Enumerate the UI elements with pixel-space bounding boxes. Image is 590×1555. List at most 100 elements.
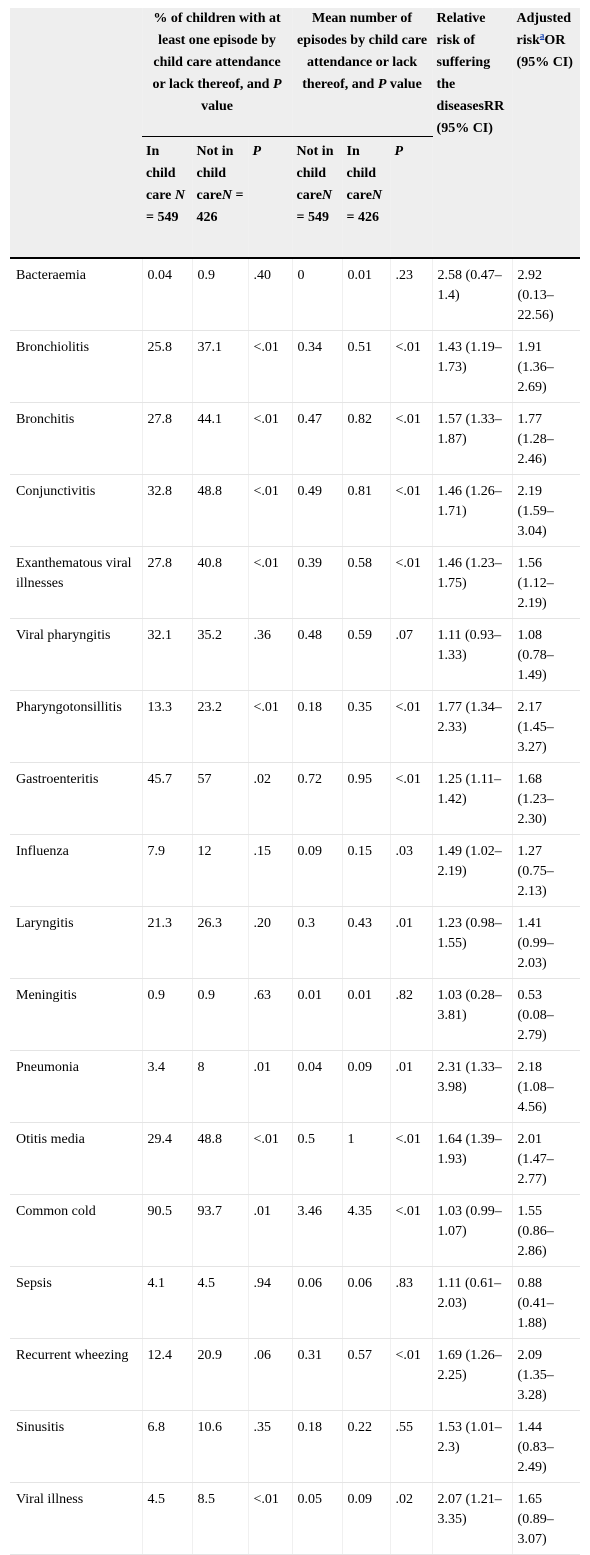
pct-not-cell: 35.2 [191,618,248,691]
subheader-pct-not-value: = 426 [196,188,244,225]
mean-not-cell: 0.3 [291,906,343,979]
mean-in-cell: 0.81 [341,474,391,547]
table-row: Pharyngotonsillitis 13.3 23.2 <.01 0.18 0.35 <… [10,690,581,763]
rr-cell: 1.53 (1.01–2.3) [431,1410,513,1483]
mean-in-cell: 0.58 [341,546,391,619]
header-group-mean: Mean number of episodes by child care at… [291,8,433,137]
mean-p-cell: .83 [389,1266,433,1339]
rr-cell: 1.43 (1.19–1.73) [431,330,513,403]
disease-cell: Viral pharyngitis [10,618,142,691]
or-cell: 1.41 (0.99–2.03) [511,906,581,979]
subheader-pct-not-label: Not in child care [196,144,234,203]
or-cell: 2.17 (1.45–3.27) [511,690,581,763]
mean-not-cell: 0.04 [291,1050,343,1123]
mean-p-cell: .07 [389,618,433,691]
pct-in-cell: 29.4 [141,1122,192,1195]
header-group-pct-label: % of children with at least one episode … [152,11,281,92]
table-row: Viral illness 4.5 8.5 <.01 0.05 0.09.02 2.07 (… [10,1482,581,1555]
header-adjusted-or: OR (95% CI) [516,33,573,70]
pct-not-cell: 37.1 [191,330,248,403]
mean-in-cell: 0.43 [341,906,391,979]
pct-in-cell: 21.3 [141,906,192,979]
header-group-pct: % of children with at least one episode … [141,8,293,137]
header-adjusted: Adjusted riskaOR (95% CI) [511,8,581,259]
or-cell: 1.65 (0.89–3.07) [511,1482,581,1555]
pct-not-cell: 48.8 [191,1122,248,1195]
or-cell: 1.56 (1.12–2.19) [511,546,581,619]
header-group-mean-label: Mean number of episodes by child care at… [297,11,428,92]
subheader-mean-not-n: N [321,188,333,203]
rr-cell: 1.64 (1.39–1.93) [431,1122,513,1195]
rr-cell: 2.31 (1.33–3.98) [431,1050,513,1123]
subheader-mean-in: In child careN = 426 [341,136,391,259]
pct-not-cell: 8.5 [191,1482,248,1555]
subheader-pct-not: Not in child careN = 426 [191,136,248,259]
pct-in-cell: 25.8 [141,330,192,403]
pct-p-cell: .36 [247,618,293,691]
mean-in-cell: 0.06 [341,1266,391,1339]
pct-not-cell: 4.5 [191,1266,248,1339]
table-row: Gastroenteritis 45.7 57.02 0.72 0.95 <.01 1.25… [10,762,581,835]
pct-p-cell: .15 [247,834,293,907]
or-cell: 2.01 (1.47–2.77) [511,1122,581,1195]
pct-not-cell: 0.9 [191,978,248,1051]
header-disease [10,8,142,259]
mean-p-cell: <.01 [389,402,433,475]
mean-not-cell: 0.5 [291,1122,343,1195]
or-cell: 1.27 (0.75–2.13) [511,834,581,907]
rr-cell: 1.11 (0.61–2.03) [431,1266,513,1339]
pct-in-cell: 0.9 [141,978,192,1051]
disease-cell: Sinusitis [10,1410,142,1483]
disease-cell: Sepsis [10,1266,142,1339]
pct-in-cell: 13.3 [141,690,192,763]
header-group-mean-tail: value [389,77,422,92]
or-cell: 1.08 (0.78–1.49) [511,618,581,691]
mean-not-cell: 0.05 [291,1482,343,1555]
or-cell: 1.91 (1.36–2.69) [511,330,581,403]
subheader-mean-not-value: = 549 [296,210,330,225]
or-cell: 2.19 (1.59–3.04) [511,474,581,547]
subheader-pct-p: P [247,136,293,259]
mean-not-cell: 0.49 [291,474,343,547]
pct-not-cell: 8 [191,1050,248,1123]
data-table: % of children with at least one episode … [10,8,581,1555]
pct-in-cell: 12.4 [141,1338,192,1411]
table-row: Bacteraemia 0.04 0.9.40 0 0.01.23 2.58 (0.47–… [10,258,581,331]
pct-not-cell: 48.8 [191,474,248,547]
mean-p-cell: <.01 [389,330,433,403]
pct-in-cell: 0.04 [141,258,192,331]
disease-cell: Bronchitis [10,402,142,475]
rr-cell: 1.03 (0.28–3.81) [431,978,513,1051]
mean-not-cell: 0.39 [291,546,343,619]
pct-p-cell: .01 [247,1194,293,1267]
pct-in-cell: 27.8 [141,402,192,475]
subheader-mean-not-label: Not in child care [296,144,334,203]
or-cell: 0.88 (0.41–1.88) [511,1266,581,1339]
pct-p-cell: <.01 [247,402,293,475]
table-row: Laryngitis 21.3 26.3.20 0.3 0.43.01 1.23 (0.9… [10,906,581,979]
disease-cell: Conjunctivitis [10,474,142,547]
disease-cell: Gastroenteritis [10,762,142,835]
mean-in-cell: 0.01 [341,258,391,331]
or-cell: 2.18 (1.08–4.56) [511,1050,581,1123]
mean-in-cell: 1 [341,1122,391,1195]
rr-cell: 1.69 (1.26–2.25) [431,1338,513,1411]
subheader-pct-in: In child care N = 549 [142,136,192,259]
table-row: Sepsis 4.1 4.5.94 0.06 0.06.83 1.11 (0.61–2.0… [10,1266,581,1339]
mean-not-cell: 0 [291,258,343,331]
pct-p-cell: <.01 [247,546,293,619]
disease-cell: Pharyngotonsillitis [10,690,142,763]
or-cell: 2.09 (1.35–3.28) [511,1338,581,1411]
or-cell: 0.53 (0.08–2.79) [511,978,581,1051]
mean-in-cell: 0.51 [341,330,391,403]
header-group-pct-p: P [272,77,282,92]
subheader-pct-not-n: N [221,188,233,203]
table-row: Exanthematous viral illnesses 27.8 40.8 <.0… [10,546,581,619]
disease-cell: Influenza [10,834,142,907]
pct-in-cell: 4.5 [141,1482,192,1555]
subheader-pct-in-n: N [174,188,186,203]
table-row: Meningitis 0.9 0.9.63 0.01 0.01.82 1.03 (0.28… [10,978,581,1051]
mean-in-cell: 0.57 [341,1338,391,1411]
footnote-a-link[interactable]: a [539,30,545,41]
subheader-pct-in-value: = 549 [146,210,179,225]
